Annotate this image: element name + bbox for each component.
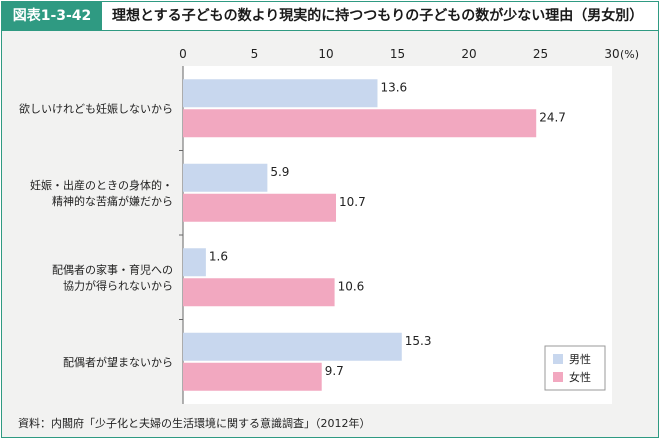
figure-title: 理想とする子どもの数より現実的に持つつもりの子どもの数が少ない理由（男女別） — [112, 8, 644, 24]
x-tick-label: 20 — [461, 47, 476, 61]
x-tick-label: 30 — [604, 47, 619, 61]
data-label: 15.3 — [405, 334, 432, 348]
category-label: 配偶者が望まないから — [63, 355, 173, 369]
data-label: 24.7 — [539, 110, 566, 124]
legend-label: 女性 — [569, 370, 591, 384]
category-label: 配偶者の家事・育児への — [52, 262, 173, 276]
data-label: 1.6 — [209, 249, 228, 263]
figure-label: 図表1-3-42 — [2, 2, 102, 30]
legend-box — [544, 345, 606, 391]
bar-male — [183, 332, 402, 361]
bar-male — [183, 163, 268, 192]
unit-label: (%) — [620, 48, 639, 61]
bar-female — [183, 278, 335, 307]
x-tick-label: 10 — [318, 47, 333, 61]
data-label: 13.6 — [380, 80, 407, 94]
x-tick-label: 0 — [179, 47, 187, 61]
x-tick-label: 5 — [251, 47, 259, 61]
x-tick-label: 15 — [390, 47, 405, 61]
data-label: 5.9 — [270, 165, 289, 179]
bar-male — [183, 79, 378, 108]
data-label: 10.7 — [339, 195, 366, 209]
bar-male — [183, 248, 206, 277]
x-tick-label: 25 — [533, 47, 548, 61]
legend-label: 男性 — [569, 352, 591, 366]
bar-chart: 0 5 10 15 20 25 30 (%) 欲しいけれども妊娠しないから 13.6 24.7 妊娠・… — [19, 47, 639, 404]
legend-swatch — [553, 372, 563, 382]
category-label: 協力が得られないから — [63, 278, 173, 292]
legend-swatch — [553, 354, 563, 364]
data-label: 10.6 — [338, 279, 365, 293]
category-label: 精神的な苦痛が嫌だから — [52, 194, 173, 208]
bar-female — [183, 193, 337, 222]
figure-header: 図表1-3-42 理想とする子どもの数より現実的に持つつもりの子どもの数が少ない… — [2, 2, 658, 31]
bar-female — [183, 362, 322, 391]
source-note: 資料：内閣府「少子化と夫婦の生活環境に関する意識調査」（2012年） — [18, 417, 371, 430]
category-label: 欲しいけれども妊娠しないから — [19, 101, 173, 115]
bar-female — [183, 109, 537, 138]
category-label: 妊娠・出産のときの身体的・ — [30, 178, 173, 192]
data-label: 9.7 — [325, 364, 344, 378]
